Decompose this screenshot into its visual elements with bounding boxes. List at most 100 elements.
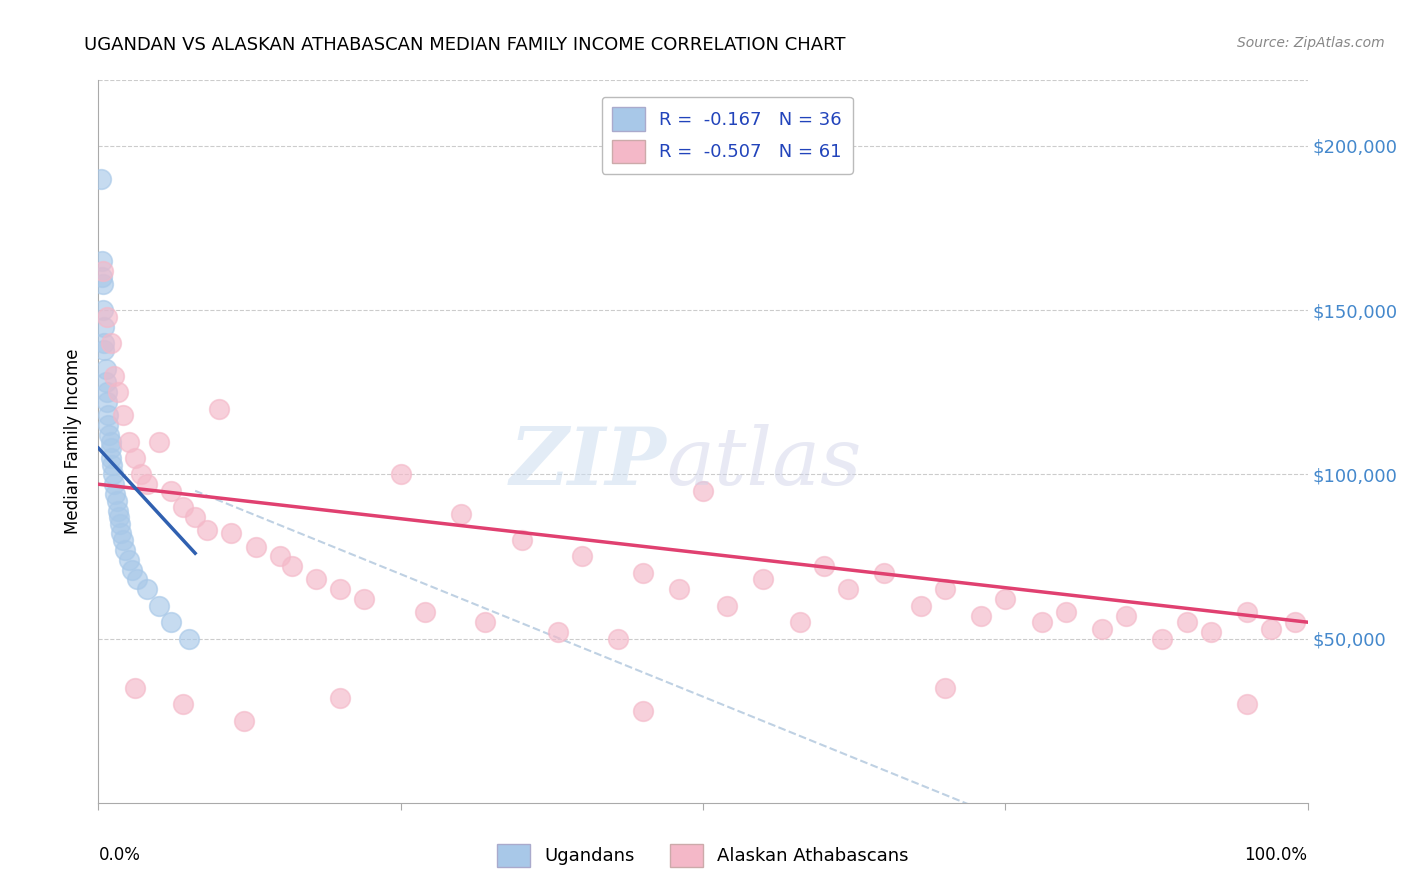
Point [96,395,118,409]
Point [121,563,143,577]
Point [118,553,141,567]
Point [172,698,194,712]
Point [934,582,956,597]
Point [91,270,114,285]
Point [631,566,654,580]
Point [1152,632,1174,646]
Point [129,467,152,482]
Point [269,549,291,564]
Point [107,385,129,400]
Point [329,690,352,705]
Point [91,303,114,318]
Point [195,523,218,537]
Y-axis label: Median Family Income: Median Family Income [65,349,83,534]
Point [1054,605,1077,619]
Point [124,681,146,695]
Point [1031,615,1053,630]
Point [96,310,118,324]
Point [1115,608,1137,623]
Point [98,428,121,442]
Point [571,549,593,564]
Point [910,599,932,613]
Point [1175,615,1198,630]
Point [692,483,714,498]
Point [179,632,201,646]
Point [107,503,129,517]
Point [547,625,569,640]
Point [353,592,375,607]
Text: atlas: atlas [666,425,862,502]
Point [510,533,533,547]
Point [1199,625,1222,640]
Point [94,376,117,390]
Point [994,592,1017,607]
Point [111,409,134,423]
Point [100,336,122,351]
Point [752,573,775,587]
Legend: R =  -0.167   N = 36, R =  -0.507   N = 61: R = -0.167 N = 36, R = -0.507 N = 61 [602,96,853,174]
Point [101,467,124,482]
Point [716,599,738,613]
Point [100,434,122,449]
Point [91,264,114,278]
Point [208,401,231,416]
Point [110,526,132,541]
Point [96,385,118,400]
Point [105,493,128,508]
Point [97,409,120,423]
Point [1091,622,1114,636]
Point [837,582,859,597]
Point [245,540,267,554]
Point [127,573,149,587]
Point [108,510,131,524]
Point [94,362,117,376]
Point [281,559,304,574]
Point [100,450,122,465]
Point [934,681,956,695]
Text: ZIP: ZIP [510,425,666,502]
Legend: Ugandans, Alaskan Athabascans: Ugandans, Alaskan Athabascans [489,837,917,874]
Text: Source: ZipAtlas.com: Source: ZipAtlas.com [1237,36,1385,50]
Point [124,450,146,465]
Point [148,434,170,449]
Point [970,608,993,623]
Point [232,714,254,728]
Point [93,319,115,334]
Point [413,605,436,619]
Point [450,507,472,521]
Point [93,336,115,351]
Point [100,458,122,472]
Point [1260,622,1282,636]
Point [118,434,141,449]
Text: 100.0%: 100.0% [1244,847,1308,864]
Point [160,483,183,498]
Point [668,582,690,597]
Point [1236,698,1258,712]
Point [873,566,896,580]
Point [100,441,122,455]
Point [148,599,170,613]
Point [389,467,412,482]
Point [789,615,811,630]
Point [1284,615,1306,630]
Point [103,477,125,491]
Text: 0.0%: 0.0% [98,847,141,864]
Point [813,559,835,574]
Point [91,277,114,291]
Point [90,171,112,186]
Point [474,615,496,630]
Point [135,477,157,491]
Point [114,542,136,557]
Point [1236,605,1258,619]
Point [184,510,207,524]
Point [135,582,157,597]
Point [305,573,328,587]
Point [93,343,115,357]
Point [104,487,127,501]
Point [631,704,654,718]
Point [172,500,194,515]
Point [221,526,243,541]
Point [103,368,125,383]
Point [329,582,352,597]
Point [607,632,630,646]
